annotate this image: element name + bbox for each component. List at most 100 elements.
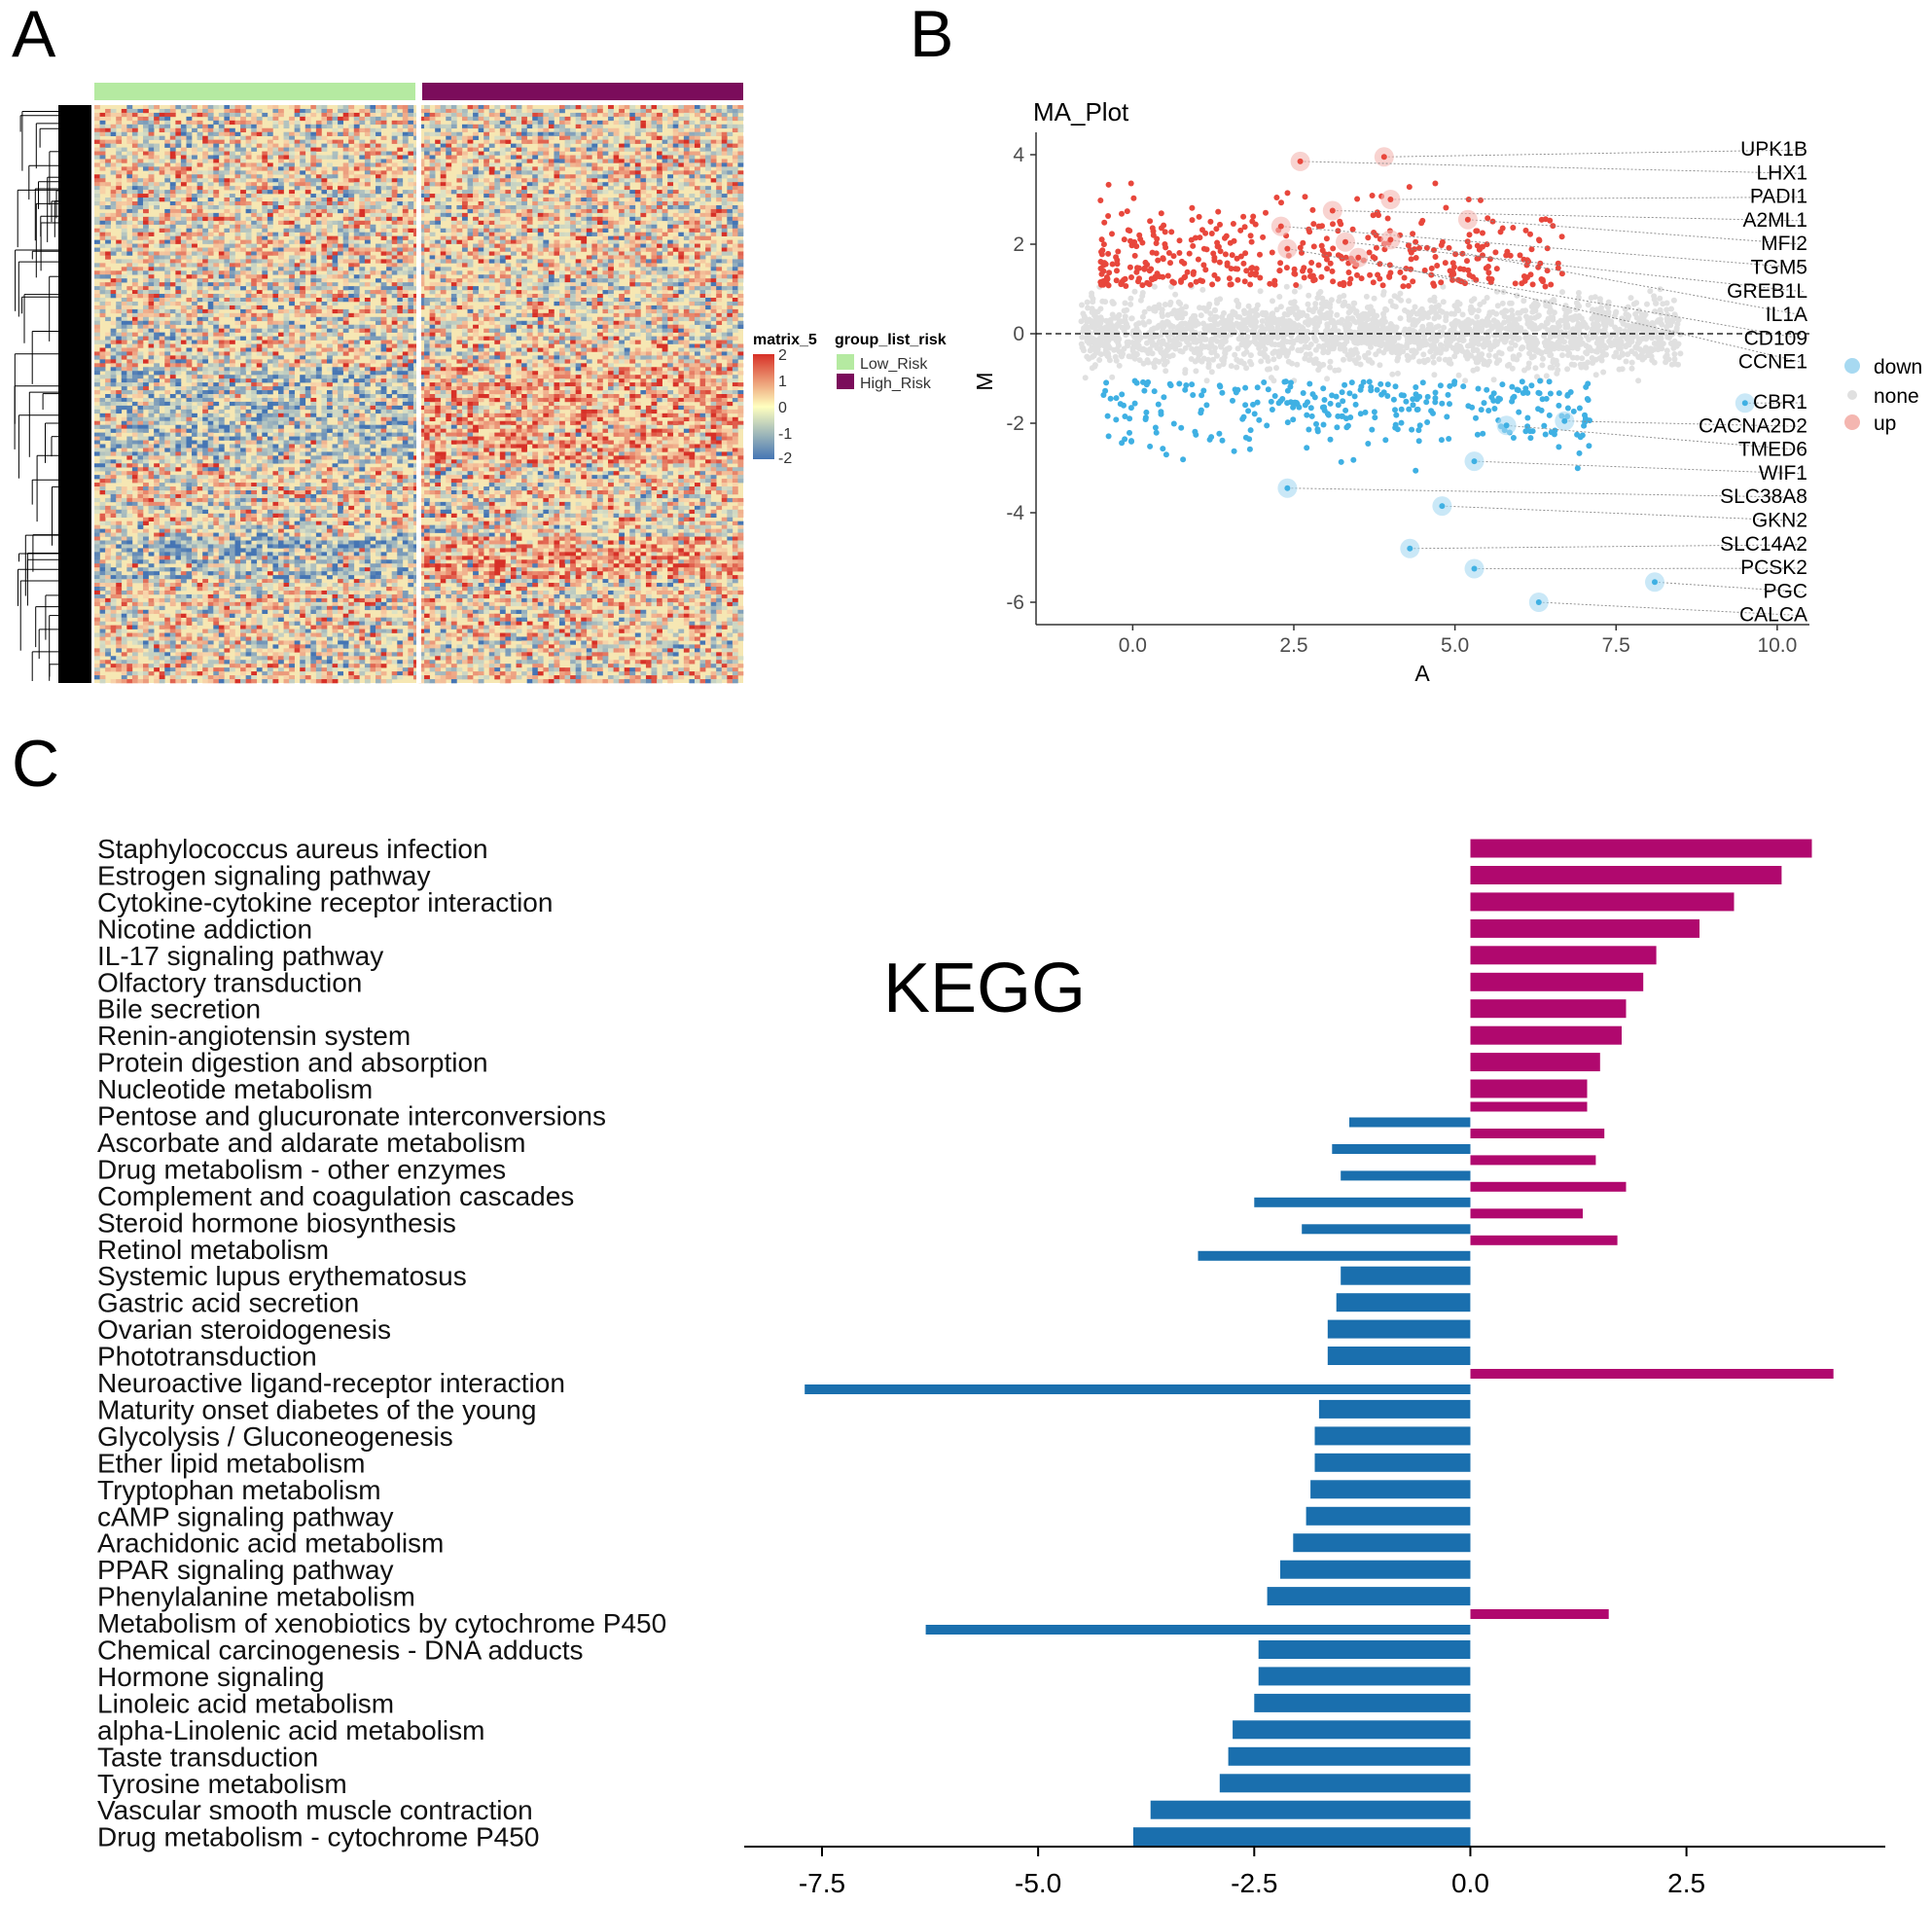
heatmap-cell [596,320,603,326]
heatmap-cell [521,274,527,279]
heatmap-cell [613,178,620,183]
heatmap-cell [613,170,620,175]
heatmap-cell [116,305,123,310]
heatmap-cell [240,239,246,244]
heatmap-cell [575,159,582,163]
heatmap-cell [164,278,171,283]
heatmap-cell [408,267,414,271]
heatmap-cell [575,286,582,291]
heatmap-cell [473,312,479,318]
heatmap-cell [348,139,355,144]
heatmap-cell [532,166,539,171]
heatmap-cell [732,178,738,183]
heatmap-cell [699,139,706,144]
heatmap-cell [727,259,733,264]
heatmap-cell [342,328,349,333]
heatmap-cell [651,166,658,171]
heatmap-cell [110,259,117,264]
heatmap-cell [602,151,609,156]
heatmap-cell [94,270,100,275]
heatmap-cell [629,301,636,306]
heatmap-cell [629,105,636,110]
heatmap-cell [143,270,149,275]
heatmap-cell [159,243,165,248]
heatmap-cell [110,194,117,198]
heatmap-cell [689,105,696,110]
heatmap-cell [99,232,106,236]
heatmap-cell [705,270,711,275]
heatmap-cell [581,112,588,118]
heatmap-cell [619,116,626,122]
heatmap-cell [224,162,231,167]
heatmap-cell [672,224,679,230]
heatmap-cell [710,298,717,303]
heatmap-cell [175,228,182,233]
heatmap-cell [202,201,209,206]
heatmap-cell [110,332,117,337]
heatmap-cell [418,259,425,264]
heatmap-cell [224,255,231,260]
heatmap-cell [234,105,241,110]
heatmap-cell [348,247,355,252]
heatmap-cell [245,151,252,156]
heatmap-cell [450,155,457,160]
heatmap-cell [353,216,360,222]
heatmap-cell [213,308,220,314]
heatmap-cell [435,320,442,326]
heatmap-cell [251,194,258,198]
heatmap-cell [402,124,409,129]
heatmap-cell [570,305,576,310]
heatmap-cell [229,212,235,218]
heatmap-cell [537,135,544,140]
heatmap-cell [532,170,539,175]
heatmap-cell [304,166,311,171]
heatmap-cell [456,320,463,326]
heatmap-cell [602,174,609,179]
heatmap-cell [629,208,636,214]
heatmap-cell [131,263,138,268]
heatmap-cell [418,108,425,114]
heatmap-cell [619,251,626,256]
heatmap-cell [570,298,576,303]
heatmap-cell [277,298,284,303]
heatmap-cell [543,212,550,218]
heatmap-cell [180,316,187,322]
heatmap-cell [186,166,193,171]
heatmap-cell [412,151,419,156]
heatmap-cell [629,155,636,160]
heatmap-cell [380,305,387,310]
heatmap-cell [602,255,609,260]
heatmap-cell [353,124,360,129]
heatmap-cell [175,127,182,133]
heatmap-cell [651,267,658,271]
heatmap-cell [624,243,630,248]
heatmap-cell [370,270,376,275]
heatmap-cell [564,198,571,202]
heatmap-cell [338,294,343,299]
heatmap-cell [657,105,662,110]
heatmap-cell [289,308,295,314]
heatmap-cell [581,216,588,222]
heatmap-cell [126,135,133,140]
heatmap-cell [678,155,685,160]
heatmap-cell [315,198,322,202]
heatmap-cell [575,324,582,329]
heatmap-cell [640,239,647,244]
heatmap-cell [548,135,555,140]
heatmap-cell [559,255,565,260]
heatmap-cell [202,135,209,140]
heatmap-cell [294,247,301,252]
heatmap-cell [304,286,311,291]
heatmap-cell [126,190,133,195]
heatmap-cell [624,170,630,175]
heatmap-cell [105,198,111,202]
heatmap-cell [353,328,360,333]
heatmap-cell [478,312,484,318]
heatmap-cell [429,112,436,118]
heatmap-cell [608,198,614,202]
heatmap-cell [629,212,636,218]
heatmap-cell [548,112,555,118]
heatmap-cell [662,259,668,264]
heatmap-cell [543,204,550,210]
heatmap-cell [110,190,117,195]
